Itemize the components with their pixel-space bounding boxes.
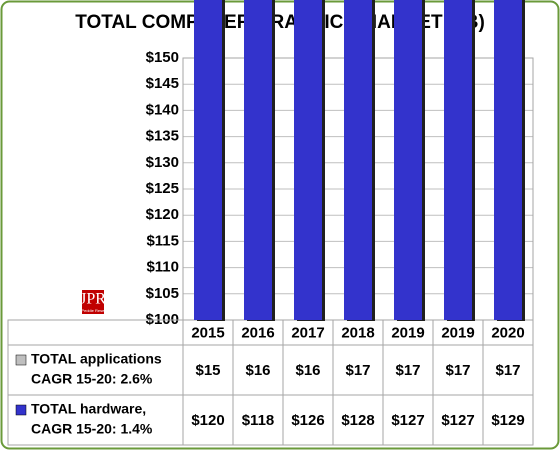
logo-box <box>82 290 104 314</box>
legend-label: TOTAL hardware, <box>31 401 146 417</box>
legend-note: CAGR 15-20: 2.6% <box>31 371 153 387</box>
logo: JPR <box>80 291 106 308</box>
y-tick-label: $120 <box>146 206 179 223</box>
y-tick-label: $100 <box>146 311 179 328</box>
table-value: $127 <box>441 412 474 429</box>
y-tick-label: $140 <box>146 101 179 118</box>
x-tick-label: 2020 <box>491 324 524 341</box>
bar <box>194 0 222 320</box>
x-tick-label: 2019 <box>391 324 424 341</box>
table-value: $127 <box>391 412 424 429</box>
y-tick-label: $110 <box>146 259 179 276</box>
bar <box>294 0 322 320</box>
y-tick-label: $135 <box>146 128 179 145</box>
table-value: $129 <box>491 412 524 429</box>
table-value: $17 <box>395 362 420 379</box>
x-tick-label: 2019 <box>441 324 474 341</box>
logo-subtitle: Jon Peddie Research <box>74 308 112 313</box>
legend-swatch <box>15 354 27 366</box>
table-value: $120 <box>191 412 224 429</box>
x-tick-label: 2017 <box>291 324 324 341</box>
x-tick-label: 2016 <box>241 324 274 341</box>
table-value: $16 <box>295 362 320 379</box>
table-value: $126 <box>291 412 324 429</box>
y-tick-label: $125 <box>146 180 179 197</box>
bar <box>444 0 472 320</box>
table-value: $128 <box>341 412 374 429</box>
x-tick-label: 2018 <box>341 324 374 341</box>
y-tick-label: $150 <box>146 49 179 66</box>
table-value: $16 <box>245 362 270 379</box>
table-value: $17 <box>345 362 370 379</box>
table-value: $15 <box>195 362 220 379</box>
bar <box>394 0 422 320</box>
table-value: $118 <box>242 412 275 429</box>
legend-swatch <box>15 404 27 416</box>
chart-title: TOTAL COMPUTER GRAPHICS MARKET ($B) <box>75 12 485 33</box>
legend-note: CAGR 15-20: 1.4% <box>31 421 153 437</box>
bar <box>494 0 522 320</box>
table-value: $17 <box>495 362 520 379</box>
legend-label: TOTAL applications <box>31 351 162 367</box>
x-tick-label: 2015 <box>191 324 224 341</box>
y-tick-label: $105 <box>146 285 179 302</box>
y-tick-label: $115 <box>146 232 179 249</box>
bar <box>344 0 372 320</box>
bar <box>244 0 272 320</box>
y-tick-label: $145 <box>146 75 179 92</box>
y-tick-label: $130 <box>146 154 179 171</box>
table-value: $17 <box>445 362 470 379</box>
